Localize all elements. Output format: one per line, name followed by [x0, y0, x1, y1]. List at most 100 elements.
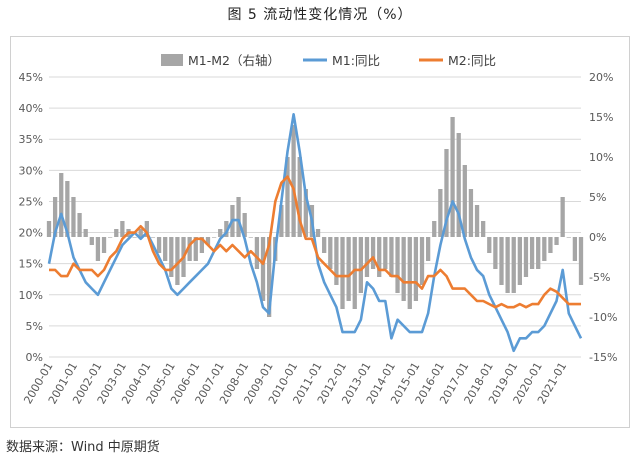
bar-series-m1-m2	[46, 117, 584, 317]
source-note: 数据来源：Wind 中原期货	[6, 440, 160, 455]
y-left-tick-label: 15%	[19, 258, 43, 271]
legend-label: M1:同比	[332, 53, 380, 68]
m1-m2-bar	[419, 237, 425, 285]
m1-m2-bar	[542, 237, 547, 261]
m1-m2-bar	[77, 213, 82, 237]
m1-m2-bar	[401, 237, 406, 301]
m1-m2-bar	[187, 237, 192, 261]
m1-m2-bar	[432, 221, 437, 237]
m1-m2-bar	[108, 237, 113, 238]
y-right-tick-label: -5%	[589, 271, 610, 284]
m1-m2-bar	[285, 157, 290, 237]
y-right-tick-label: 10%	[589, 151, 613, 164]
m1-m2-bar	[175, 237, 180, 285]
m1-m2-bar	[322, 237, 327, 253]
m1-m2-bar	[474, 205, 480, 237]
y-left-tick-label: 25%	[19, 195, 43, 208]
m1-m2-bar	[120, 221, 125, 237]
m2-yoy-line	[49, 175, 581, 309]
m1-m2-bar	[425, 237, 431, 261]
m1-m2-bar	[156, 237, 162, 253]
m1-m2-bar	[242, 213, 247, 237]
m1-m2-bar	[352, 237, 357, 309]
y-left-tick-label: 40%	[19, 102, 43, 115]
m1-m2-bar	[493, 237, 498, 269]
m1-m2-bar	[536, 237, 541, 269]
y-left-tick-label: 35%	[19, 133, 43, 146]
m1-m2-bar	[236, 197, 241, 237]
m1-m2-bar	[370, 237, 376, 269]
legend: M1-M2（右轴） M1:同比 M2:同比	[161, 53, 496, 68]
legend-label: M2:同比	[448, 53, 496, 68]
m1-m2-bar	[511, 237, 516, 293]
m1-m2-bar	[279, 205, 284, 237]
m1-m2-bar	[328, 237, 333, 269]
m1-m2-bar	[248, 237, 253, 238]
y-left-tick-label: 45%	[19, 71, 43, 84]
y-right-tick-label: -15%	[589, 351, 617, 364]
chart-svg: 0% 5% 10% 15% 20% 25% 30% 35% 40% 45% -15% -10% -5% 0…	[19, 53, 618, 406]
m1-m2-bar	[578, 237, 584, 285]
m1-m2-bar	[65, 181, 70, 237]
m1-m2-bar	[450, 117, 455, 237]
m1-m2-bar	[254, 237, 260, 269]
m1-m2-bar	[358, 237, 364, 293]
m1-m2-bar	[266, 237, 272, 317]
m1-m2-bar	[291, 125, 296, 237]
chart-frame: 0% 5% 10% 15% 20% 25% 30% 35% 40% 45% -15% -10% -5% 0…	[10, 36, 630, 428]
m1-m2-bar	[548, 237, 553, 253]
m1-m2-bar	[211, 237, 217, 238]
m1-m2-bar	[101, 237, 107, 253]
y-right-tick-label: 15%	[589, 111, 613, 124]
m1-m2-bar	[163, 237, 168, 261]
m1-m2-bar	[487, 237, 492, 253]
m1-yoy-line	[47, 113, 583, 353]
y-right-tick-label: 20%	[589, 71, 613, 84]
line-series	[47, 113, 583, 353]
m1-m2-bar	[505, 237, 510, 293]
y-left-tick-label: 0%	[26, 351, 43, 364]
m1-m2-bar	[144, 221, 149, 237]
m1-m2-bar	[517, 237, 522, 285]
m1-m2-bar	[560, 197, 565, 237]
m1-m2-bar	[554, 237, 559, 245]
m1-m2-bar	[169, 237, 174, 277]
m1-m2-bar	[413, 237, 419, 301]
m1-m2-bar	[218, 229, 223, 237]
m1-m2-bar	[297, 157, 302, 237]
y-right-tick-label: 0%	[589, 231, 606, 244]
m1-m2-bar	[462, 165, 467, 237]
legend-label: M1-M2（右轴）	[188, 53, 280, 68]
m1-m2-bar	[303, 189, 308, 237]
m1-m2-bar	[150, 237, 156, 238]
m1-m2-bar	[523, 237, 529, 277]
m1-m2-bar	[205, 237, 211, 245]
m1-m2-bar	[377, 237, 382, 277]
y-right-tick-label: 5%	[589, 191, 606, 204]
m1-m2-bar	[438, 189, 443, 237]
m1-m2-bar	[193, 237, 198, 261]
m1-m2-bar	[389, 237, 394, 277]
m1-m2-bar	[529, 237, 535, 269]
m1-m2-bar	[138, 229, 143, 237]
y-left-tick-label: 5%	[26, 320, 43, 333]
m1-m2-bar	[572, 237, 578, 261]
m1-m2-bar	[395, 237, 400, 293]
m1-m2-bar	[364, 237, 370, 277]
m1-m2-bar	[407, 237, 412, 309]
figure-title: 图 5 流动性变化情况（%）	[227, 7, 413, 23]
m1-m2-bar	[481, 221, 486, 237]
m1-m2-bar	[224, 221, 229, 237]
y-left-tick-label: 10%	[19, 289, 43, 302]
legend-swatch-bar	[161, 54, 183, 66]
m1-m2-bar	[52, 197, 58, 237]
m1-m2-bar	[444, 149, 449, 237]
m1-m2-bar	[260, 237, 266, 301]
y-left-tick-label: 20%	[19, 227, 43, 240]
m1-m2-bar	[114, 229, 119, 237]
m1-m2-bar	[83, 229, 88, 237]
y-right-tick-label: -10%	[589, 311, 617, 324]
m1-m2-bar	[334, 237, 339, 285]
m1-m2-bar	[95, 237, 101, 261]
m1-m2-bar	[340, 237, 345, 309]
